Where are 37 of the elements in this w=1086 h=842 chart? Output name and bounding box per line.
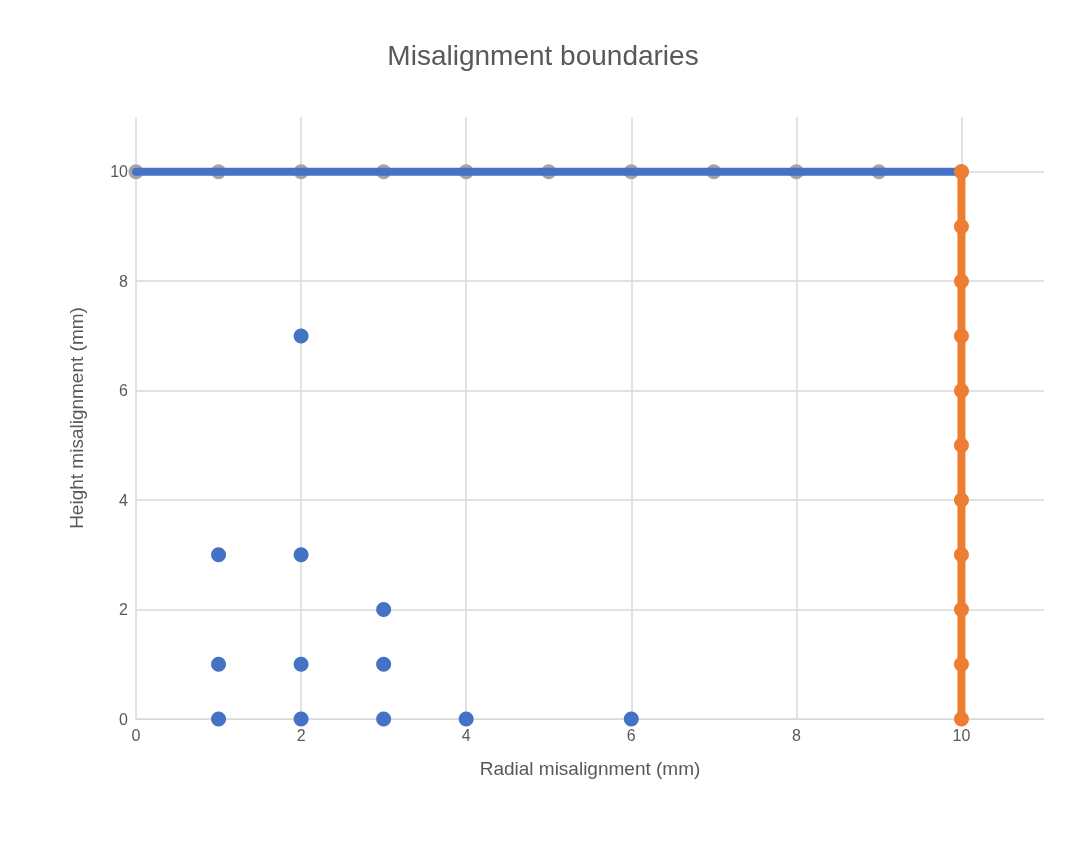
point [953, 218, 969, 234]
point [953, 656, 969, 672]
point [293, 547, 309, 563]
point [293, 656, 309, 672]
point [953, 437, 969, 453]
point [376, 656, 392, 672]
y-tick-label: 2 [119, 601, 129, 619]
point [293, 328, 309, 344]
point [953, 273, 969, 289]
x-tick-label: 8 [791, 726, 801, 744]
point [211, 711, 227, 727]
point [953, 383, 969, 399]
point [953, 547, 969, 563]
chart-title: Misalignment boundaries [387, 39, 699, 71]
point [623, 711, 639, 727]
point [211, 547, 227, 563]
x-tick-label: 0 [131, 726, 141, 744]
y-tick-label: 8 [119, 272, 129, 290]
y-axis-title: Height misalignment (mm) [66, 307, 87, 529]
point [376, 711, 392, 727]
y-tick-label: 0 [119, 710, 129, 728]
point [458, 711, 474, 727]
y-tick-label: 4 [119, 491, 129, 509]
point [211, 656, 227, 672]
point [953, 711, 969, 727]
x-tick-label: 10 [952, 726, 971, 744]
point [953, 492, 969, 508]
y-tick-label: 6 [119, 382, 129, 400]
point [376, 602, 392, 618]
point [953, 328, 969, 344]
x-tick-label: 6 [626, 726, 636, 744]
point [293, 711, 309, 727]
x-axis-title: Radial misalignment (mm) [479, 758, 701, 779]
x-tick-label: 4 [461, 726, 471, 744]
x-tick-label: 2 [296, 726, 306, 744]
point [953, 602, 969, 618]
y-tick-label: 10 [110, 163, 129, 181]
